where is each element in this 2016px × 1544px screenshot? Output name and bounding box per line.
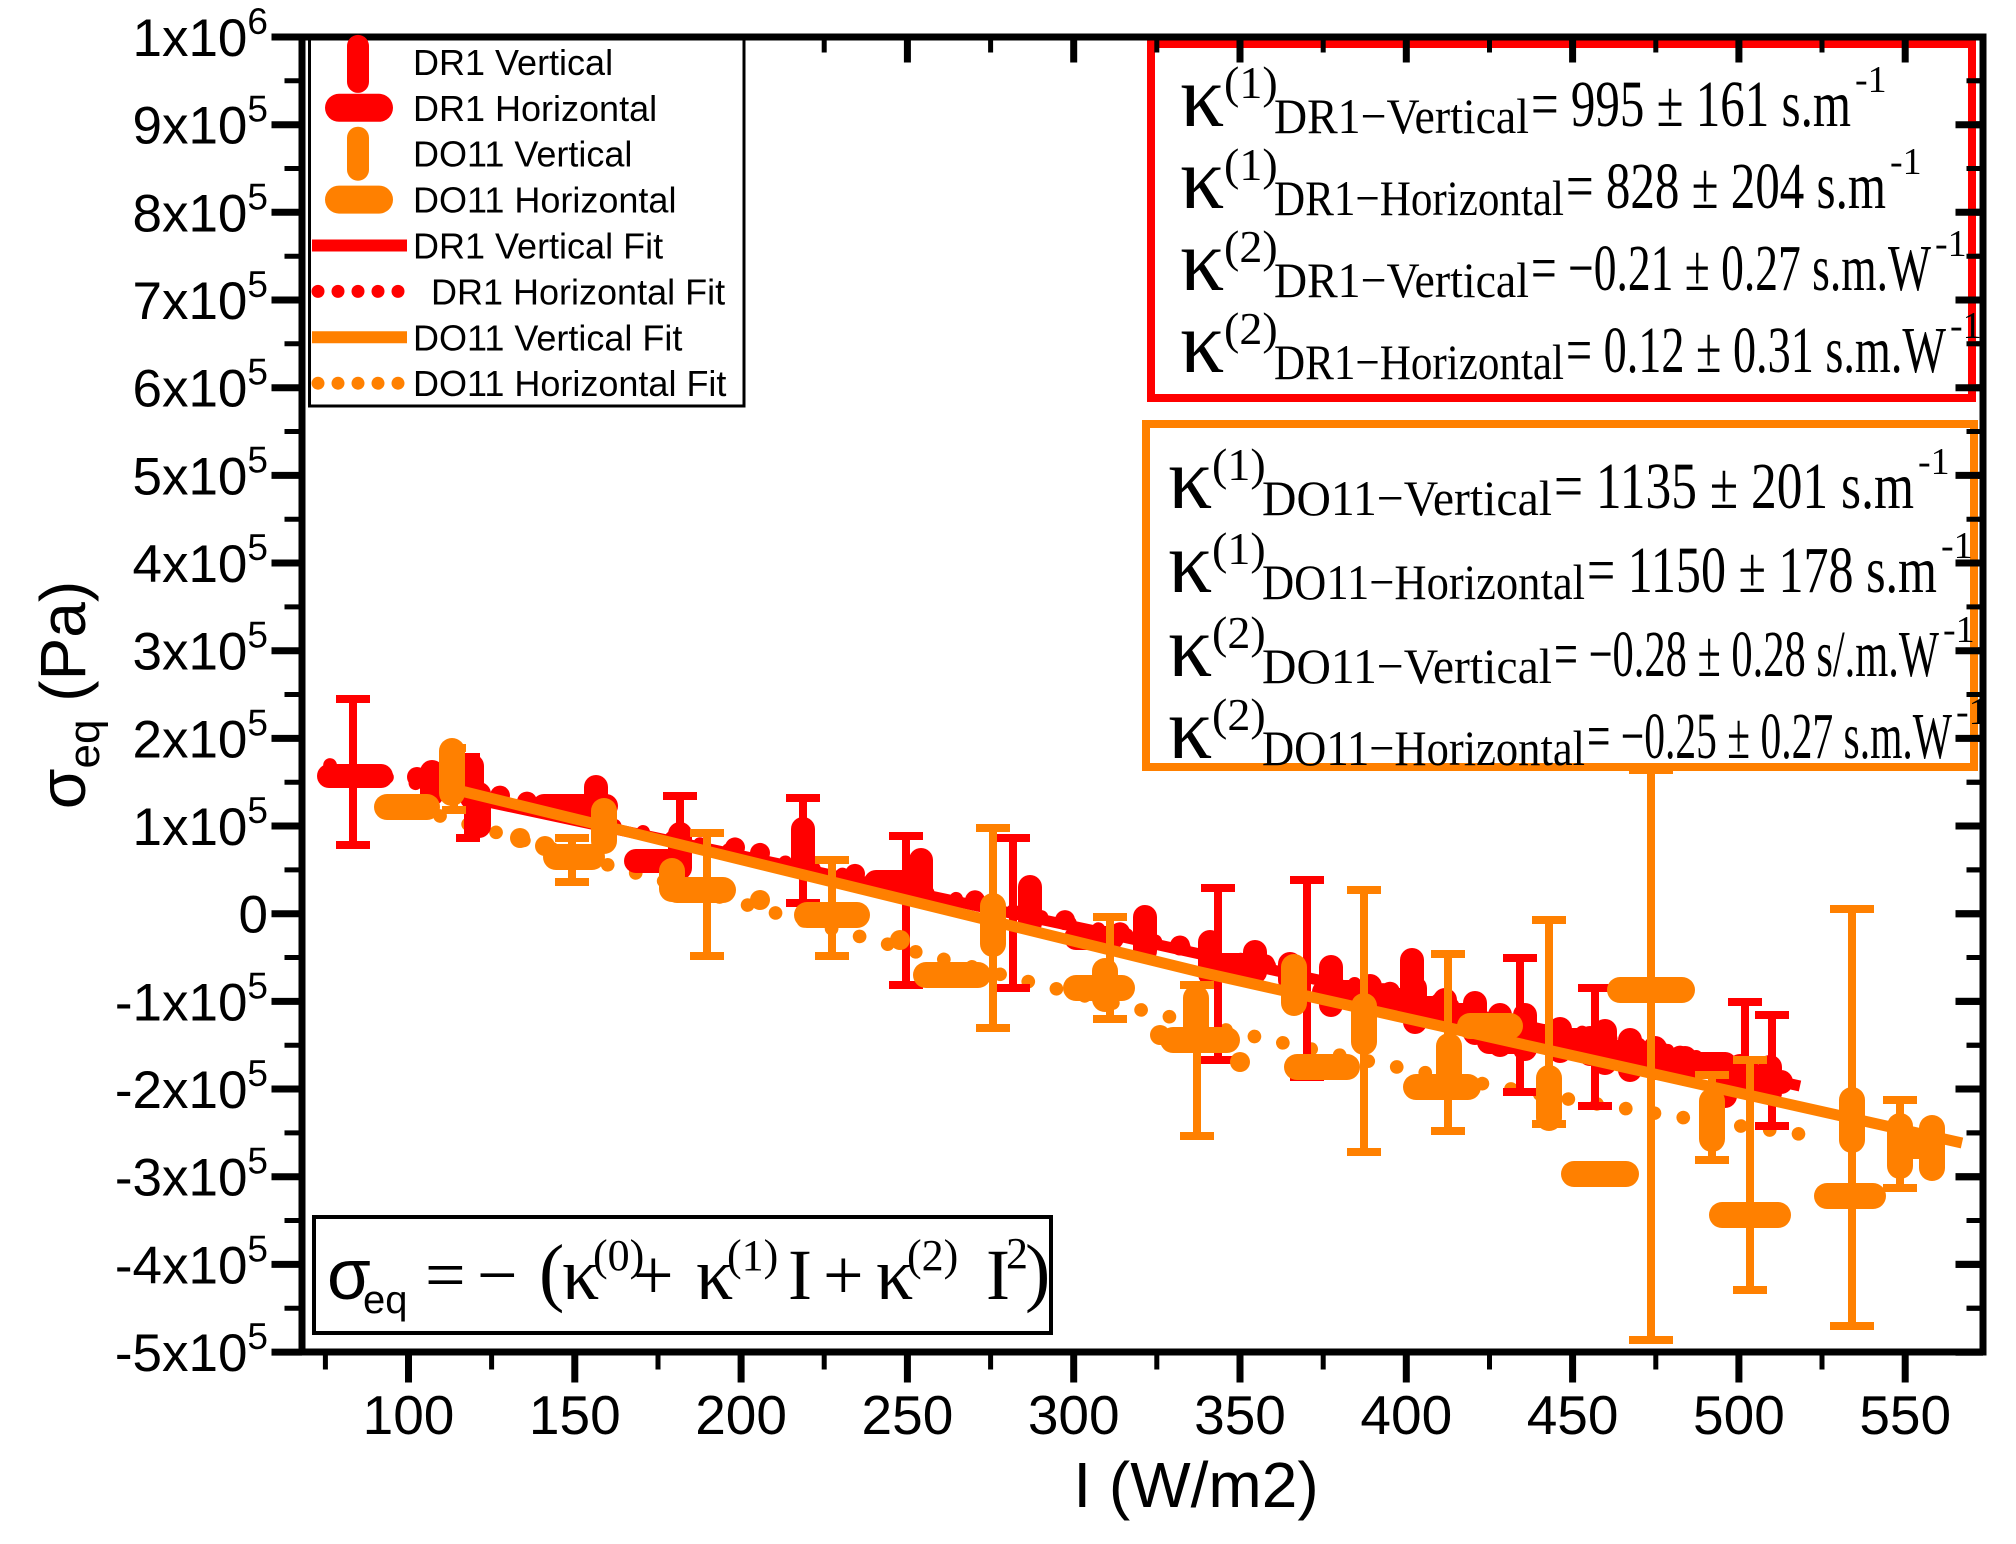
svg-text:350: 350 — [1194, 1384, 1286, 1446]
svg-text:(0): (0) — [593, 1231, 644, 1280]
svg-text:400: 400 — [1360, 1384, 1452, 1446]
svg-text:−: − — [477, 1235, 518, 1315]
svg-text:I: I — [986, 1235, 1010, 1315]
svg-text:(2): (2) — [1224, 303, 1278, 354]
svg-text:κ: κ — [1180, 213, 1224, 310]
svg-text:2: 2 — [1006, 1229, 1028, 1278]
svg-text:(1): (1) — [727, 1231, 778, 1280]
svg-text:-1: -1 — [1950, 305, 1982, 347]
svg-text:DR1−Vertical: DR1−Vertical — [1274, 252, 1529, 308]
svg-text:I (W/m2): I (W/m2) — [1073, 1449, 1318, 1521]
svg-text:450: 450 — [1527, 1384, 1619, 1446]
svg-text:κ: κ — [1168, 515, 1212, 612]
svg-text:1x105: 1x105 — [132, 790, 268, 857]
svg-text:150: 150 — [529, 1384, 621, 1446]
svg-text:σeq (Pa): σeq (Pa) — [25, 581, 109, 809]
svg-text:DO11−Horizontal: DO11−Horizontal — [1262, 720, 1585, 776]
svg-text:= −0.28 ± 0.28 s/.m.W: = −0.28 ± 0.28 s/.m.W — [1554, 618, 1939, 691]
svg-text:DO11 Vertical Fit: DO11 Vertical Fit — [413, 317, 682, 358]
svg-text:(1): (1) — [1224, 57, 1278, 108]
svg-text:2x105: 2x105 — [132, 702, 268, 769]
svg-text:DO11−Vertical: DO11−Vertical — [1262, 638, 1552, 694]
svg-text:DR1 Horizontal: DR1 Horizontal — [413, 88, 657, 129]
svg-text:500: 500 — [1693, 1384, 1785, 1446]
svg-text:DR1 Vertical Fit: DR1 Vertical Fit — [413, 226, 663, 267]
svg-text:4x105: 4x105 — [132, 527, 268, 594]
svg-text:κ: κ — [1168, 681, 1212, 778]
svg-text:DO11−Vertical: DO11−Vertical — [1262, 470, 1552, 526]
svg-text:κ: κ — [1180, 295, 1224, 392]
svg-text:(2): (2) — [1212, 689, 1266, 740]
svg-text:DR1−Horizontal: DR1−Horizontal — [1274, 170, 1564, 226]
svg-text:= −0.25 ± 0.27 s.m.W: = −0.25 ± 0.27 s.m.W — [1587, 700, 1952, 773]
svg-text:= 1150 ± 178 s.m: = 1150 ± 178 s.m — [1587, 534, 1937, 607]
svg-text:DO11−Horizontal: DO11−Horizontal — [1262, 554, 1585, 610]
svg-text:κ: κ — [876, 1234, 913, 1316]
svg-text:eq: eq — [363, 1278, 408, 1322]
svg-text:6x105: 6x105 — [132, 352, 268, 419]
svg-text:κ: κ — [1180, 131, 1224, 228]
svg-text:(2): (2) — [1224, 221, 1278, 272]
svg-text:κ: κ — [1168, 431, 1212, 528]
svg-text:DO11 Horizontal: DO11 Horizontal — [413, 180, 676, 221]
svg-text:0: 0 — [239, 886, 268, 945]
svg-text:(2): (2) — [1212, 607, 1266, 658]
svg-text:-1: -1 — [1943, 609, 1975, 651]
svg-text:κ: κ — [562, 1234, 599, 1316]
svg-text:-5x105: -5x105 — [115, 1316, 268, 1383]
svg-text:= 1135 ± 201 s.m: = 1135 ± 201 s.m — [1554, 450, 1914, 523]
svg-text:= 0.12 ± 0.31 s.m.W: = 0.12 ± 0.31 s.m.W — [1566, 314, 1946, 387]
svg-text:5x105: 5x105 — [132, 439, 268, 506]
svg-text:DR1−Vertical: DR1−Vertical — [1274, 88, 1529, 144]
svg-text:-1: -1 — [1918, 441, 1950, 483]
svg-text:): ) — [1025, 1230, 1050, 1314]
svg-text:DO11 Horizontal Fit: DO11 Horizontal Fit — [413, 363, 726, 404]
svg-text:(1): (1) — [1212, 523, 1266, 574]
svg-text:DR1 Vertical: DR1 Vertical — [413, 42, 613, 83]
svg-text:-2x105: -2x105 — [115, 1053, 268, 1120]
svg-text:(1): (1) — [1224, 139, 1278, 190]
svg-text:-4x105: -4x105 — [115, 1228, 268, 1295]
svg-text:DR1−Horizontal: DR1−Horizontal — [1274, 334, 1564, 390]
svg-text:σ: σ — [327, 1236, 371, 1315]
svg-text:300: 300 — [1028, 1384, 1120, 1446]
svg-text:κ: κ — [1180, 49, 1224, 146]
svg-text:(: ( — [539, 1230, 564, 1314]
svg-text:+: + — [823, 1235, 864, 1315]
svg-text:= 828 ± 204 s.m: = 828 ± 204 s.m — [1566, 150, 1886, 223]
svg-text:100: 100 — [363, 1384, 455, 1446]
svg-text:9x105: 9x105 — [132, 89, 268, 156]
svg-text:-1: -1 — [1855, 59, 1887, 101]
svg-text:550: 550 — [1859, 1384, 1951, 1446]
svg-text:-1x105: -1x105 — [115, 965, 268, 1032]
svg-text:(1): (1) — [1212, 439, 1266, 490]
svg-text:(2): (2) — [907, 1231, 958, 1280]
svg-text:DR1 Horizontal Fit: DR1 Horizontal Fit — [413, 271, 725, 312]
svg-text:250: 250 — [862, 1384, 954, 1446]
svg-text:8x105: 8x105 — [132, 176, 268, 243]
svg-text:7x105: 7x105 — [132, 264, 268, 331]
svg-text:+: + — [633, 1235, 674, 1315]
svg-text:-3x105: -3x105 — [115, 1141, 268, 1208]
svg-text:1x106: 1x106 — [132, 1, 268, 68]
svg-text:κ: κ — [696, 1234, 733, 1316]
svg-text:-1: -1 — [1935, 223, 1967, 265]
svg-text:κ: κ — [1168, 599, 1212, 696]
svg-text:=: = — [425, 1235, 466, 1315]
svg-text:= 995 ± 161 s.m: = 995 ± 161 s.m — [1531, 68, 1851, 141]
svg-text:3x105: 3x105 — [132, 615, 268, 682]
svg-text:I: I — [788, 1235, 812, 1315]
svg-text:200: 200 — [695, 1384, 787, 1446]
svg-text:= −0.21 ± 0.27 s.m.W: = −0.21 ± 0.27 s.m.W — [1531, 232, 1931, 305]
svg-text:DO11 Vertical: DO11 Vertical — [413, 134, 632, 175]
svg-text:-1: -1 — [1890, 141, 1922, 183]
